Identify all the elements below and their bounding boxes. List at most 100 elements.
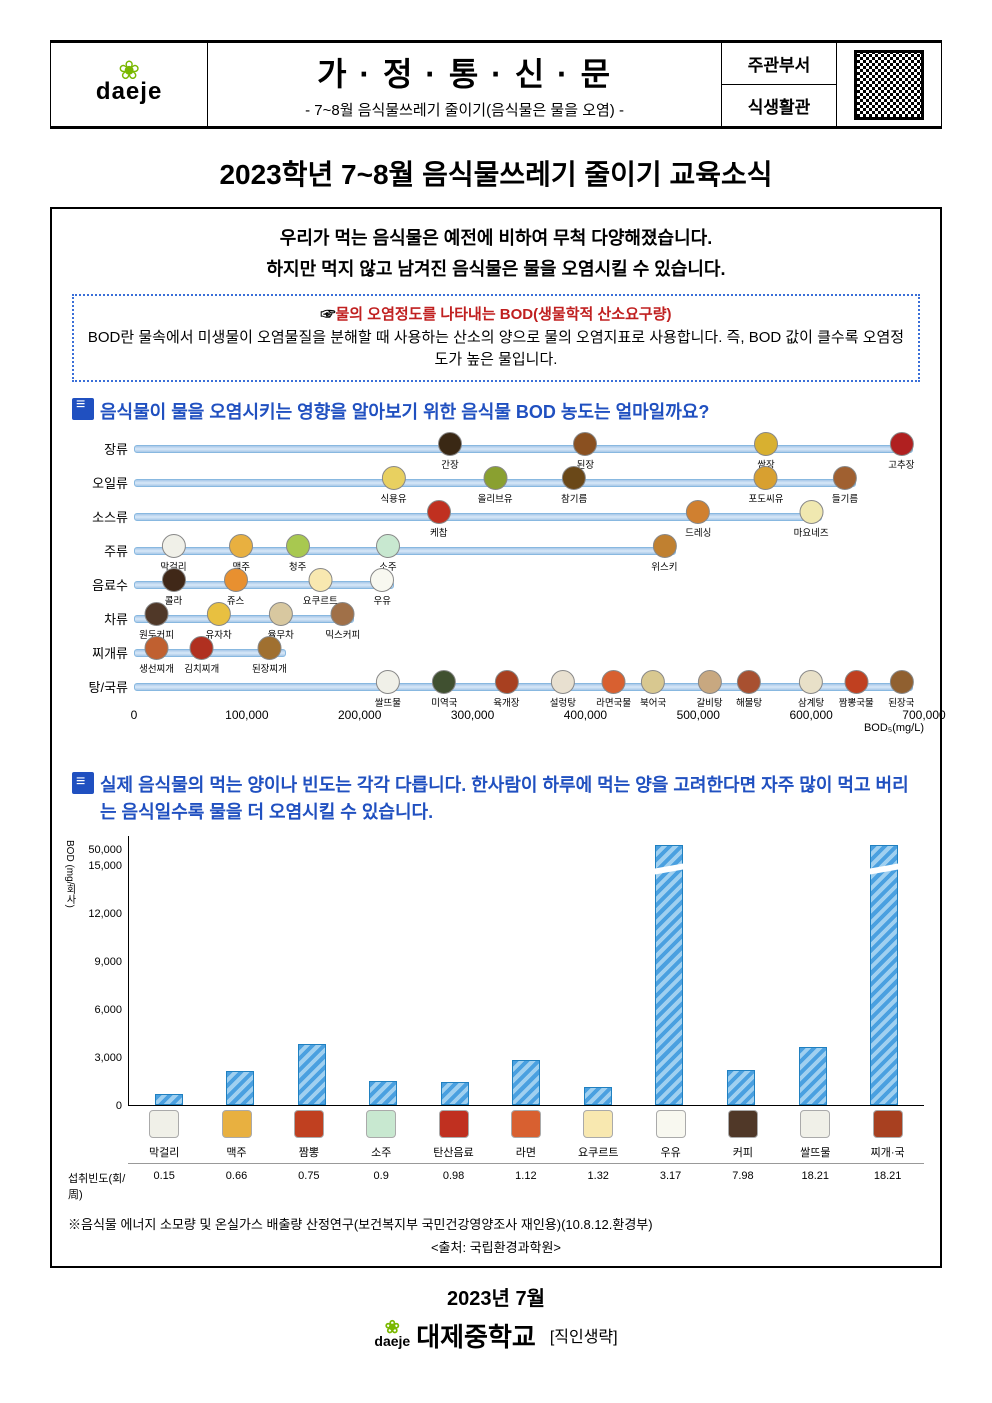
- chart2-x-label: 우유: [634, 1140, 706, 1160]
- bar-column: [207, 1071, 274, 1105]
- chart2-y-tick: 6,000: [94, 1004, 122, 1016]
- food-icon: [889, 432, 913, 456]
- chart2-freq-row: 섭취빈도(회/周) 0.150.660.750.90.981.121.323.1…: [128, 1163, 924, 1202]
- chart2-x-label: 소주: [345, 1140, 417, 1160]
- chart2-x-icon-cell: [562, 1106, 634, 1140]
- chart1-bar: [134, 513, 822, 521]
- food-icon: [800, 1110, 830, 1138]
- bar: [870, 845, 898, 1105]
- bar-column: [851, 845, 918, 1105]
- chart1-row: 차류원두커피유자차율무차믹스커피: [76, 602, 924, 636]
- food-icon: [754, 432, 778, 456]
- chart1-tick: 400,000: [564, 708, 607, 722]
- chart2-x-label: 막걸리: [128, 1140, 200, 1160]
- bar-column: [493, 1060, 560, 1105]
- chart1-tick: 100,000: [225, 708, 268, 722]
- food-icon: [207, 602, 231, 626]
- food-icon: [162, 568, 186, 592]
- bar: [584, 1087, 612, 1105]
- food-icon: [286, 534, 310, 558]
- food-icon: [190, 636, 214, 660]
- food-icon: [224, 568, 248, 592]
- section-question-2: 실제 음식물의 먹는 양이나 빈도는 각각 다릅니다. 한사람이 하루에 먹는 …: [72, 772, 920, 826]
- intro-text: 우리가 먹는 음식물은 예전에 비하여 무척 다양해졌습니다. 하지만 먹지 않…: [68, 223, 924, 284]
- freq-row-label: 섭취빈도(회/周): [68, 1166, 128, 1202]
- food-icon: [511, 1110, 541, 1138]
- footer-school: ❀ daeje 대제중학교 [직인생략]: [374, 1317, 617, 1354]
- food-icon: [799, 670, 823, 694]
- footer-date: 2023년 7월: [50, 1282, 942, 1311]
- bar: [155, 1094, 183, 1105]
- food-icon: [737, 670, 761, 694]
- food-icon: [308, 568, 332, 592]
- chart1-track: 간장된장쌈장고추장: [134, 432, 924, 466]
- chart2-x-label: 요쿠르트: [562, 1140, 634, 1160]
- bod-bar-chart: BOD (mg/회사) 03,0006,0009,00012,00015,000…: [68, 836, 924, 1202]
- chart2-name-row: 막걸리맥주짬뽕소주탄산음료라면요쿠르트우유커피쌀뜨물찌개·국: [128, 1140, 924, 1160]
- food-icon: [483, 466, 507, 490]
- chart1-row-label: 차류: [76, 609, 134, 628]
- source-text: <출처: 국립환경과학원>: [68, 1237, 924, 1256]
- section-question-1: 음식물이 물을 오염시키는 영향을 알아보기 위한 음식물 BOD 농도는 얼마…: [72, 398, 920, 424]
- food-icon: [370, 568, 394, 592]
- chart1-track: 식용유참기름올리브유포도씨유들기름: [134, 466, 924, 500]
- food-icon: [799, 500, 823, 524]
- chart1-row-label: 소스류: [76, 507, 134, 526]
- food-icon: [432, 670, 456, 694]
- bod-title: ☞물의 오염정도를 나타내는 BOD(생물학적 산소요구량): [86, 304, 906, 327]
- page-title: 2023학년 7~8월 음식물쓰레기 줄이기 교육소식: [50, 153, 942, 193]
- bar: [512, 1060, 540, 1105]
- bar-column: [636, 845, 703, 1105]
- food-icon: [331, 602, 355, 626]
- dept-value: 식생활관: [721, 85, 836, 128]
- food-icon: [602, 670, 626, 694]
- food-icon: [686, 500, 710, 524]
- bod-definition-box: ☞물의 오염정도를 나타내는 BOD(생물학적 산소요구량) BOD란 물속에서…: [72, 294, 920, 382]
- chart2-icon-row: [128, 1106, 924, 1140]
- footnote-text: ※음식물 에너지 소모량 및 온실가스 배출량 산정연구(보건복지부 국민건강영…: [68, 1214, 924, 1233]
- chart2-freq-value: 0.15: [128, 1166, 200, 1202]
- newsletter-title: 가 · 정 · 통 · 신 · 문: [218, 49, 711, 95]
- chart2-x-label: 쌀뜨물: [779, 1140, 851, 1160]
- chart1-row: 장류간장된장쌈장고추장: [76, 432, 924, 466]
- bar: [226, 1071, 254, 1105]
- food-icon: [728, 1110, 758, 1138]
- food-icon: [145, 602, 169, 626]
- food-icon: [583, 1110, 613, 1138]
- food-icon: [562, 466, 586, 490]
- chart1-row: 음료수콜라쥬스요쿠르트우유: [76, 568, 924, 602]
- logo-cell: ❀ daeje: [51, 42, 208, 128]
- chart1-row-label: 주류: [76, 541, 134, 560]
- header-table: ❀ daeje 가 · 정 · 통 · 신 · 문 - 7~8월 음식물쓰레기 …: [50, 40, 942, 129]
- chart1-row-label: 음료수: [76, 575, 134, 594]
- chart2-x-icon-cell: [779, 1106, 851, 1140]
- bar-column: [565, 1087, 632, 1105]
- bar-column: [708, 1070, 775, 1105]
- bar: [727, 1070, 755, 1105]
- footer-leaf-icon: ❀: [385, 1321, 400, 1334]
- chart2-freq-value: 1.12: [490, 1166, 562, 1202]
- chart2-x-icon-cell: [417, 1106, 489, 1140]
- chart1-row-label: 장류: [76, 439, 134, 458]
- footer-suffix: [직인생략]: [550, 1323, 618, 1347]
- food-icon: [257, 636, 281, 660]
- bar-column: [278, 1044, 345, 1105]
- chart2-x-icon-cell: [490, 1106, 562, 1140]
- bar-column: [350, 1081, 417, 1105]
- chart1-track: 콜라쥬스요쿠르트우유: [134, 568, 924, 602]
- chart2-freq-value: 1.32: [562, 1166, 634, 1202]
- chart2-x-label: 맥주: [200, 1140, 272, 1160]
- chart1-unit-label: BOD₅(mg/L): [864, 722, 924, 734]
- food-icon: [833, 466, 857, 490]
- chart1-row: 소스류케찹드레싱마요네즈: [76, 500, 924, 534]
- bod-description: BOD란 물속에서 미생물이 오염물질을 분해할 때 사용하는 산소의 양으로 …: [86, 327, 906, 372]
- chart1-track: 막걸리맥주청주소주위스키: [134, 534, 924, 568]
- chart2-x-label: 찌개·국: [851, 1140, 923, 1160]
- chart2-freq-value: 7.98: [707, 1166, 779, 1202]
- chart2-x-icon-cell: [634, 1106, 706, 1140]
- chart2-x-icon-cell: [128, 1106, 200, 1140]
- newsletter-subtitle: - 7~8월 음식물쓰레기 줄이기(음식물은 물을 오염) -: [218, 99, 711, 120]
- food-icon: [427, 500, 451, 524]
- food-icon: [551, 670, 575, 694]
- chart1-bar: [134, 547, 676, 555]
